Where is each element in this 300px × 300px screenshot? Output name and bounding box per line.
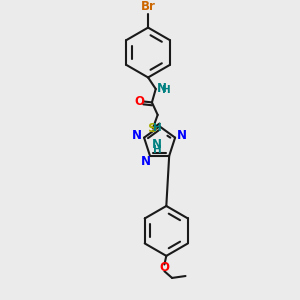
Text: O: O	[159, 261, 170, 274]
Text: H: H	[152, 123, 161, 133]
Text: N: N	[141, 155, 151, 168]
Text: N: N	[177, 129, 187, 142]
Text: N: N	[157, 82, 167, 95]
Text: O: O	[134, 95, 144, 108]
Text: Br: Br	[141, 0, 155, 13]
Text: N: N	[132, 129, 142, 142]
Text: S: S	[148, 122, 158, 135]
Text: H: H	[163, 85, 171, 95]
Text: H: H	[152, 145, 161, 155]
Text: N: N	[152, 138, 162, 151]
